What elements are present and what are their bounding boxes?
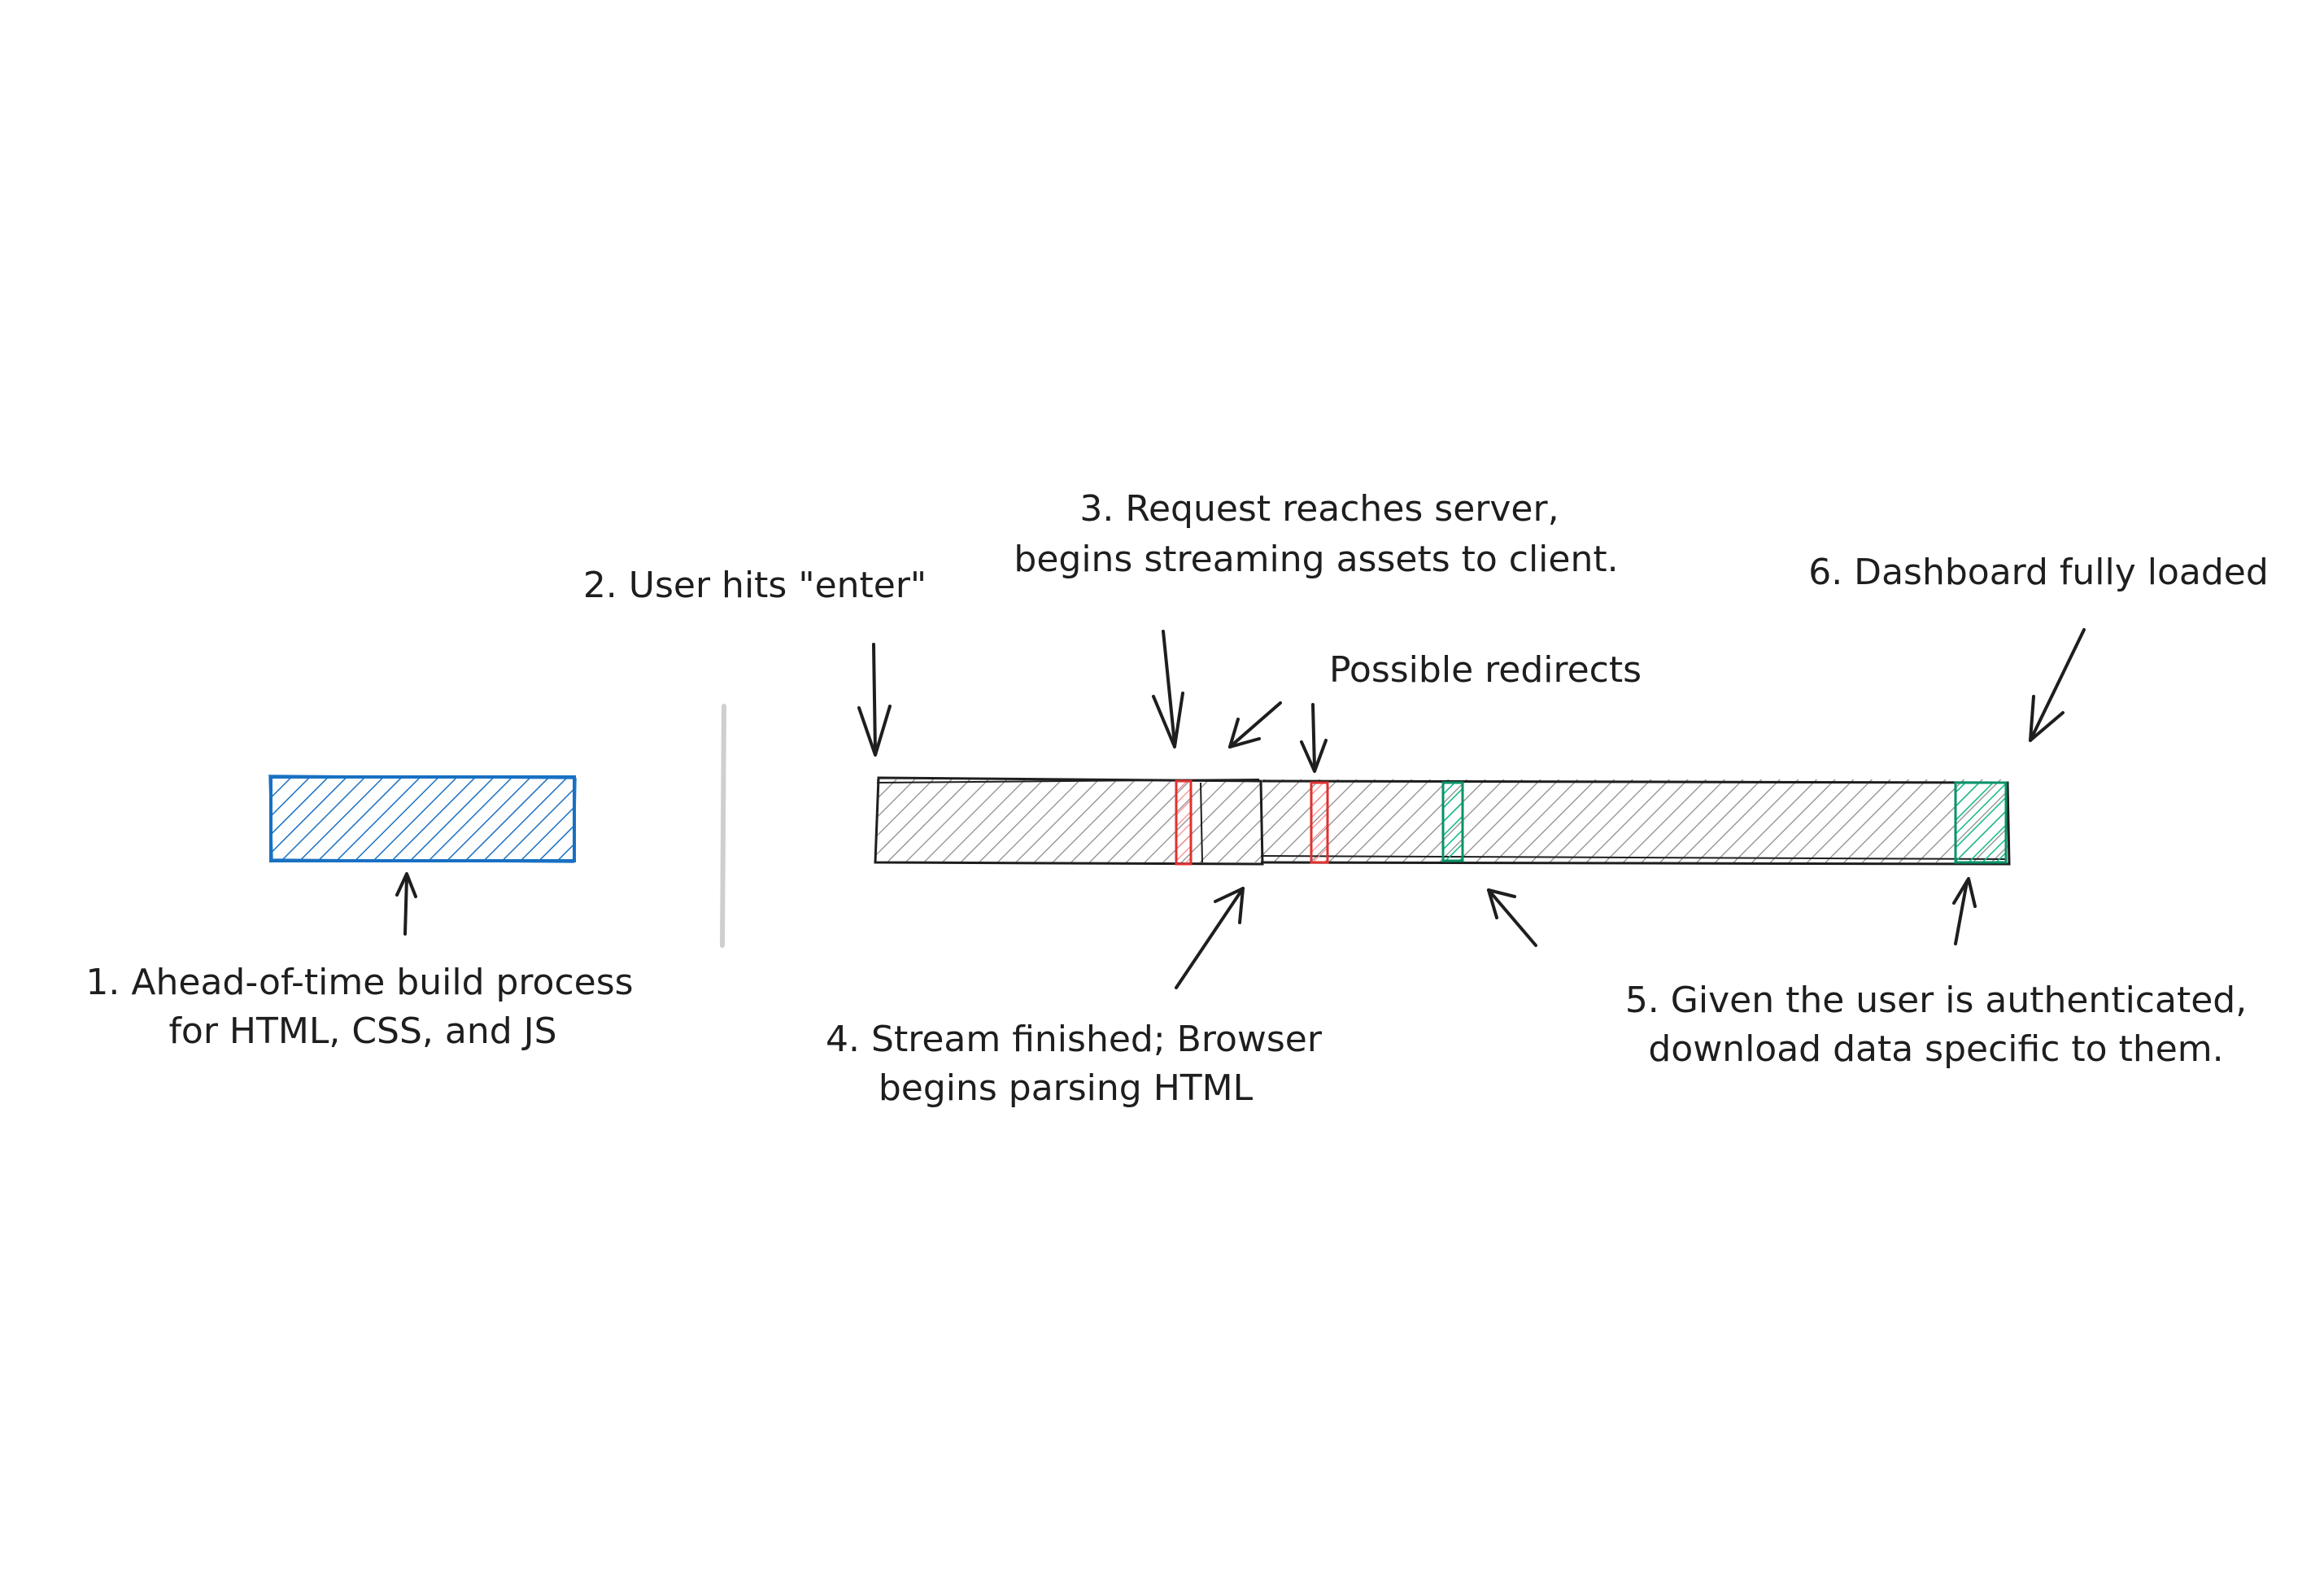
data-download-marker-start xyxy=(1441,781,1464,862)
step4-label-line2: begins parsing HTML xyxy=(879,1067,1254,1109)
arrow-step5-end-icon xyxy=(1952,877,1977,945)
arrow-step3-segment-icon xyxy=(1228,701,1282,748)
data-download-marker-end xyxy=(1954,781,2008,864)
step2-label: 2. User hits "enter" xyxy=(583,565,927,606)
step5-label-line1: 5. Given the user is authenticated, xyxy=(1625,980,2247,1021)
step4-label-line1: 4. Stream finished; Browser xyxy=(826,1019,1323,1060)
step1-label-line1: 1. Ahead-of-time build process xyxy=(85,962,633,1003)
arrow-redirects-icon xyxy=(1300,703,1328,773)
step6-label: 6. Dashboard fully loaded xyxy=(1808,552,2269,593)
step1-label-line2: for HTML, CSS, and JS xyxy=(168,1010,556,1052)
redirect-marker-1 xyxy=(1175,779,1193,866)
arrow-step2-icon xyxy=(857,643,892,757)
build-process-bar xyxy=(268,774,578,864)
arrow-step4-icon xyxy=(1175,887,1245,989)
redirect-marker-2 xyxy=(1310,781,1329,864)
arrow-step5-icon xyxy=(1487,888,1537,947)
redirects-label: Possible redirects xyxy=(1329,649,1642,691)
step3-label-line2: begins streaming assets to client. xyxy=(1014,539,1618,580)
arrow-step3-icon xyxy=(1152,630,1184,748)
step5-label-line2: download data specific to them. xyxy=(1648,1028,2223,1070)
step3-label-line1: 3. Request reaches server, xyxy=(1079,488,1559,530)
arrow-step1-icon xyxy=(395,872,417,936)
arrow-step6-icon xyxy=(2029,628,2086,742)
section-divider xyxy=(720,704,726,948)
